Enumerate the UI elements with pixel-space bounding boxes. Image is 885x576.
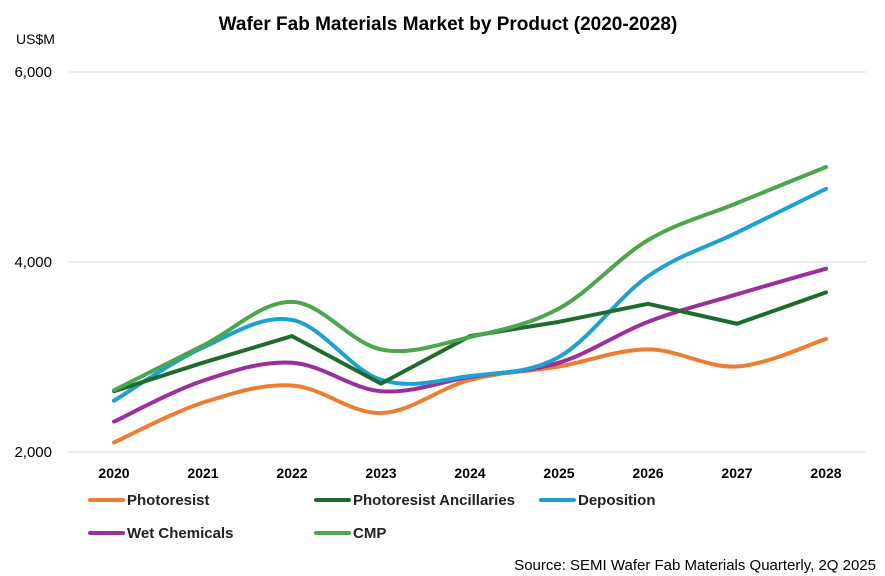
series-line-deposition <box>112 186 828 403</box>
y-axis-ticks: 2,000 4,000 6,000 <box>14 64 52 461</box>
y-tick-label: 6,000 <box>14 64 52 81</box>
x-axis-ticks: 2020 2021 2022 2023 2024 2025 2026 2027 2028 <box>98 465 841 481</box>
x-tick-label: 2026 <box>632 465 663 481</box>
x-tick-label: 2025 <box>543 465 574 481</box>
x-tick-label: 2027 <box>721 465 752 481</box>
x-tick-label: 2023 <box>365 465 396 481</box>
legend-label-wet-chemicals: Wet Chemicals <box>127 525 233 542</box>
x-tick-label: 2024 <box>454 465 485 481</box>
y-tick-label: 4,000 <box>14 254 52 271</box>
x-tick-label: 2028 <box>810 465 841 481</box>
y-tick-label: 2,000 <box>14 444 52 461</box>
series-line-cmp <box>112 165 828 393</box>
x-tick-label: 2020 <box>98 465 129 481</box>
source-note: Source: SEMI Wafer Fab Materials Quarter… <box>514 557 876 574</box>
chart-title: Wafer Fab Materials Market by Product (2… <box>219 14 678 35</box>
legend-label-cmp: CMP <box>353 525 386 542</box>
series-line-photoresist <box>112 336 828 445</box>
x-tick-label: 2022 <box>276 465 307 481</box>
x-tick-label: 2021 <box>187 465 218 481</box>
legend-label-photoresist: Photoresist <box>127 492 210 509</box>
legend-label-deposition: Deposition <box>578 492 656 509</box>
legend: Photoresist Photoresist Ancillaries Deposi… <box>88 492 656 542</box>
gridlines <box>68 71 866 453</box>
series-lines <box>112 165 828 445</box>
legend-label-photoresist-ancillaries: Photoresist Ancillaries <box>353 492 515 509</box>
y-axis-unit-label: US$M <box>16 31 55 47</box>
